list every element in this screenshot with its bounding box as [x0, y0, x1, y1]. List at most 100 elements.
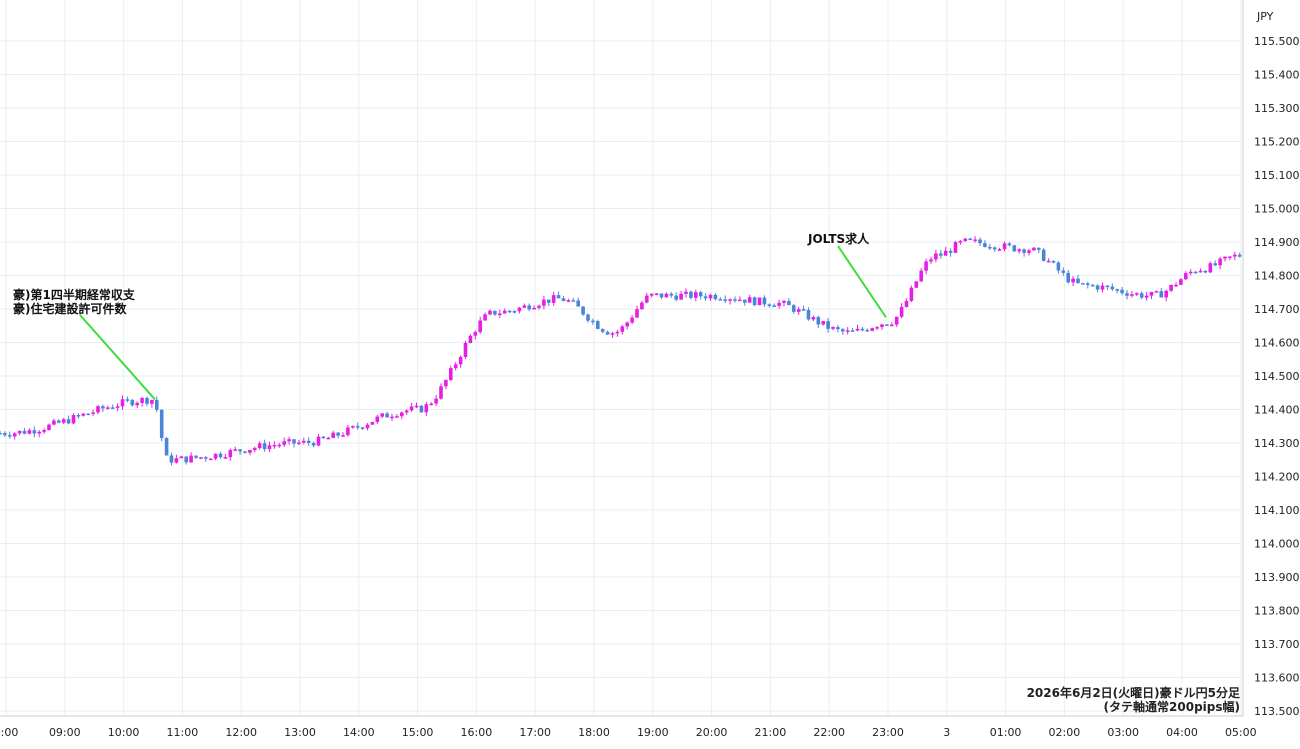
candle-body: [591, 320, 595, 323]
x-tick-label: 20:00: [696, 726, 728, 739]
candle-body: [120, 399, 125, 407]
candle-body: [243, 451, 247, 453]
candle-body: [816, 317, 821, 325]
candle-body: [1184, 273, 1188, 280]
candle-body: [478, 320, 482, 333]
candle-body: [826, 321, 830, 329]
candle-body: [811, 317, 816, 320]
y-tick-label: 115.000: [1254, 203, 1300, 216]
candle-body: [1007, 243, 1012, 246]
candle-body: [473, 332, 478, 336]
x-tick-label: 05:00: [1225, 726, 1257, 739]
candle-body: [272, 444, 277, 447]
candle-body: [498, 313, 502, 315]
x-tick-label: 11:00: [167, 726, 199, 739]
candle-body: [1159, 291, 1164, 298]
y-tick-label: 114.100: [1254, 504, 1300, 517]
candle-body: [542, 299, 546, 306]
candle-body: [1237, 254, 1242, 257]
y-tick-label: 115.200: [1254, 136, 1300, 149]
candle-body: [380, 413, 384, 417]
candle-body: [86, 413, 90, 416]
candle-body: [297, 442, 301, 445]
candle-body: [145, 397, 149, 404]
candle-body: [649, 293, 654, 296]
candle-body: [81, 413, 86, 416]
candle-body: [37, 431, 41, 434]
candle-body: [419, 405, 424, 413]
candle-body: [1076, 278, 1080, 283]
caption-line-1: 2026年6月2日(火曜日)豪ドル円5分足: [1027, 685, 1240, 700]
candle-body: [351, 426, 355, 428]
candle-body: [1179, 279, 1183, 285]
x-tick-label: 18:00: [578, 726, 610, 739]
candle-body: [66, 419, 71, 424]
candle-body: [762, 297, 767, 305]
candle-body: [904, 300, 909, 307]
candle-body: [316, 436, 321, 446]
candle-body: [61, 419, 66, 423]
candle-body: [17, 430, 22, 434]
candle-body: [581, 306, 585, 315]
candle-body: [1223, 256, 1227, 259]
candle-body: [1115, 289, 1119, 291]
candle-body: [306, 440, 311, 443]
candle-body: [596, 321, 600, 329]
candle-body: [424, 404, 429, 413]
candle-body: [8, 435, 12, 437]
candle-body: [782, 300, 786, 303]
candle-body: [253, 448, 257, 451]
candle-body: [831, 327, 835, 329]
candle-body: [738, 299, 742, 302]
candle-body: [1046, 260, 1051, 263]
candle-body: [1095, 285, 1100, 290]
candle-body: [414, 405, 419, 408]
x-tick-label: 14:00: [343, 726, 375, 739]
candle-body: [321, 436, 326, 439]
candle-body: [767, 304, 772, 306]
candle-body: [1144, 295, 1149, 298]
candle-body: [1208, 263, 1213, 273]
y-tick-label: 114.800: [1254, 270, 1300, 283]
candle-body: [194, 455, 198, 458]
candle-body: [600, 328, 605, 332]
candle-body: [640, 302, 644, 310]
candle-body: [885, 324, 889, 326]
x-tick-label: 13:00: [284, 726, 316, 739]
y-tick-label: 114.600: [1254, 337, 1300, 350]
candle-body: [493, 310, 497, 315]
candle-body: [287, 439, 291, 442]
candle-body: [409, 406, 414, 411]
candle-body: [52, 420, 56, 425]
candle-body: [404, 410, 409, 413]
candle-body: [115, 406, 120, 408]
candle-body: [468, 335, 473, 343]
candle-body: [42, 429, 46, 432]
candle-body: [91, 412, 95, 414]
candle-body: [106, 407, 110, 409]
candle-body: [968, 238, 972, 241]
x-tick-label: 23:00: [872, 726, 904, 739]
candle-body: [341, 435, 345, 437]
candle-body: [890, 324, 894, 327]
candle-body: [929, 259, 933, 262]
x-tick-label: 12:00: [225, 726, 257, 739]
candle-body: [625, 322, 629, 327]
candle-body: [150, 399, 154, 404]
candle-body: [855, 328, 860, 331]
price-axis: JPY 115.500 115.400 115.300 115.200 115.100 1…: [1254, 10, 1300, 718]
candle-body: [997, 249, 1002, 251]
y-tick-label: 114.200: [1254, 471, 1300, 484]
candle-body: [204, 457, 208, 459]
candle-body: [978, 239, 982, 244]
candle-body: [561, 298, 566, 302]
candle-body: [743, 299, 747, 303]
candle-body: [620, 326, 625, 332]
candle-body: [458, 357, 463, 365]
candle-body: [694, 292, 698, 298]
candle-body: [870, 328, 874, 331]
y-tick-label: 114.500: [1254, 370, 1300, 383]
candle-body: [159, 409, 164, 439]
